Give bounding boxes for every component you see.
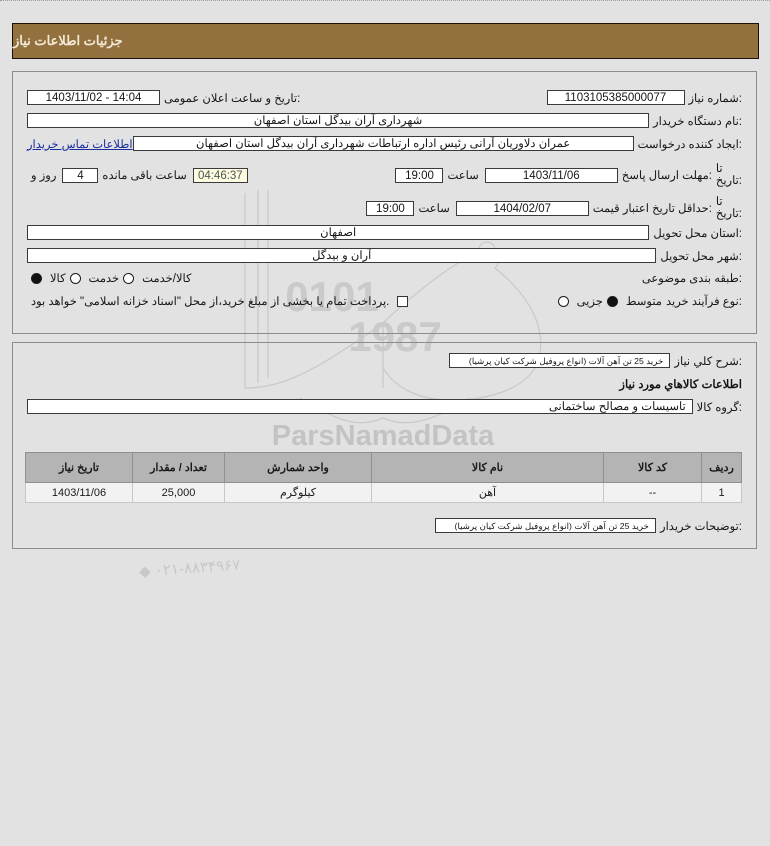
svg-text:۰۲۱-۸۸۳۴۹۶۷ ◆: ۰۲۱-۸۸۳۴۹۶۷ ◆ bbox=[139, 556, 241, 580]
